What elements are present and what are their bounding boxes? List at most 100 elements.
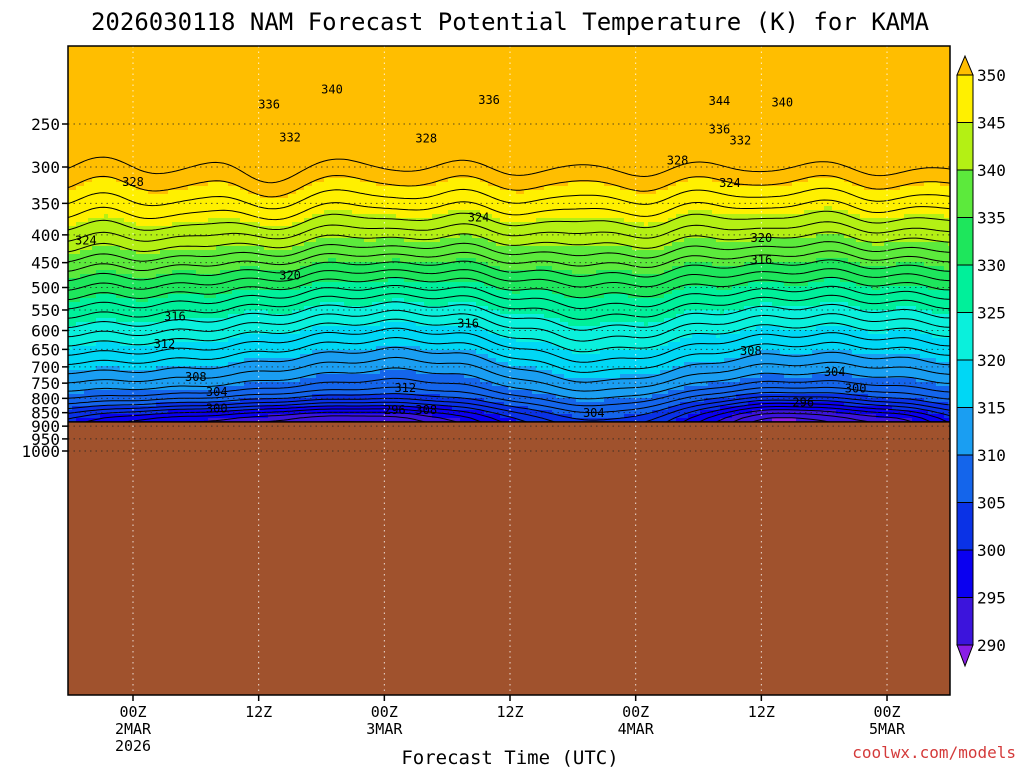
fill-cell [148,114,153,119]
fill-cell [580,134,585,139]
fill-cell [376,90,381,95]
fill-cell [192,58,197,63]
fill-cell [628,82,633,87]
fill-cell [312,126,317,131]
fill-cell [184,106,189,111]
fill-cell [472,58,477,63]
fill-cell [652,62,657,67]
fill-cell [372,74,377,79]
fill-cell [832,110,837,115]
fill-cell [428,126,433,131]
fill-cell [832,78,837,83]
fill-cell [164,82,169,87]
fill-cell [540,78,545,83]
fill-cell [372,66,377,71]
fill-cell [216,66,221,71]
fill-cell [676,106,681,111]
fill-cell [764,90,769,95]
fill-cell [120,94,125,99]
fill-cell [532,90,537,95]
fill-cell [396,126,401,131]
fill-cell [740,82,745,87]
fill-cell [560,134,565,139]
fill-cell [664,94,669,99]
fill-cell [868,130,873,135]
fill-cell [816,74,821,79]
fill-cell [812,66,817,71]
fill-cell [676,98,681,103]
fill-cell [580,110,585,115]
fill-cell [760,102,765,107]
fill-cell [404,54,409,59]
fill-cell [564,50,569,55]
fill-cell [588,126,593,131]
fill-cell [196,122,201,127]
fill-cell [636,122,641,127]
fill-cell [264,86,269,91]
fill-cell [920,82,925,87]
fill-cell [800,126,805,131]
fill-cell [752,58,757,63]
fill-cell [892,94,897,99]
fill-cell [516,86,521,91]
fill-cell [128,106,133,111]
fill-cell [600,54,605,59]
fill-cell [248,106,253,111]
fill-cell [852,54,857,59]
fill-cell [796,58,801,63]
fill-cell [424,82,429,87]
fill-cell [320,134,325,139]
fill-cell [688,86,693,91]
fill-cell [192,106,197,111]
fill-cell [528,118,533,123]
fill-cell [416,110,421,115]
fill-cell [228,66,233,71]
fill-cell [704,86,709,91]
fill-cell [96,90,101,95]
fill-cell [448,66,453,71]
fill-cell [324,74,329,79]
fill-cell [804,50,809,55]
fill-cell [128,86,133,91]
fill-cell [840,130,845,135]
fill-cell [520,54,525,59]
fill-cell [424,78,429,83]
fill-cell [788,130,793,135]
fill-cell [928,74,933,79]
fill-cell [584,86,589,91]
fill-cell [932,102,937,107]
fill-cell [552,134,557,139]
fill-cell [924,94,929,99]
fill-cell [160,90,165,95]
fill-cell [732,90,737,95]
fill-cell [504,126,509,131]
fill-cell [604,82,609,87]
fill-cell [340,114,345,119]
fill-cell [332,50,337,55]
fill-cell [72,74,77,79]
fill-cell [720,58,725,63]
fill-cell [408,114,413,119]
fill-cell [464,126,469,131]
fill-cell [912,90,917,95]
fill-cell [460,78,465,83]
fill-cell [128,78,133,83]
fill-cell [160,102,165,107]
fill-cell [280,50,285,55]
fill-cell [652,122,657,127]
fill-cell [360,114,365,119]
fill-cell [500,62,505,67]
fill-cell [780,82,785,87]
fill-cell [232,66,237,71]
fill-cell [448,102,453,107]
fill-cell [852,82,857,87]
fill-cell [720,86,725,91]
fill-cell [944,118,949,123]
fill-cell [120,118,125,123]
fill-cell [312,98,317,103]
fill-cell [900,66,905,71]
fill-cell [840,74,845,79]
fill-cell [152,134,157,139]
fill-cell [532,130,537,135]
fill-cell [524,70,529,75]
